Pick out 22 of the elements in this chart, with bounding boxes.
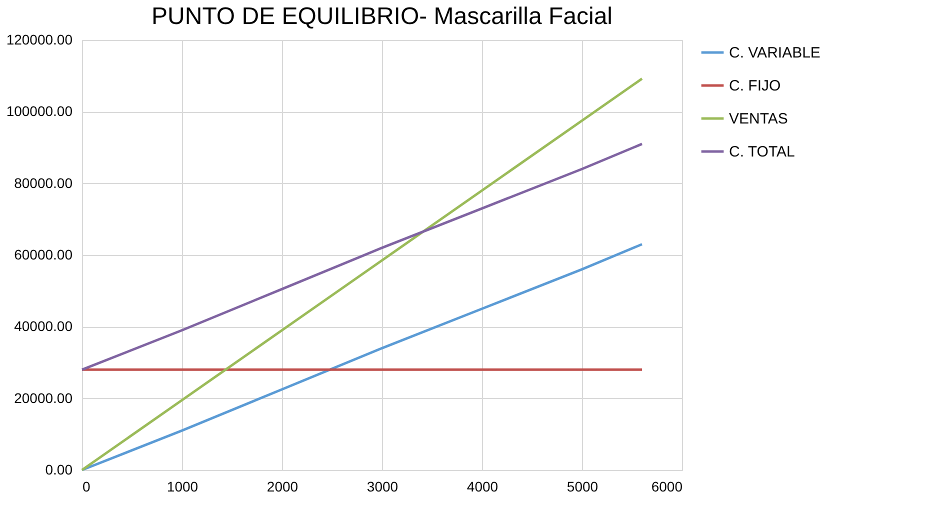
line-series (80, 77, 644, 472)
x-tick-label: 4000 (466, 478, 498, 494)
legend-label: C. FIJO (729, 78, 781, 94)
legend-label: C. VARIABLE (729, 44, 820, 62)
x-tick-label: 0 (82, 478, 90, 494)
line-series (80, 243, 644, 472)
legend-label: VENTAS (729, 110, 788, 128)
x-tick-label: 2000 (266, 478, 298, 494)
x-tick-label: 5000 (566, 478, 598, 494)
y-tick-label: 80000.00 (14, 174, 73, 191)
line-series (80, 142, 644, 371)
y-tick-label: 120000.00 (6, 32, 73, 48)
y-tick-label: 0.00 (45, 462, 73, 478)
y-tick-label: 100000.00 (6, 103, 73, 120)
y-tick-label: 40000.00 (14, 318, 73, 334)
y-tick-label: 20000.00 (14, 390, 73, 406)
x-tick-label: 1000 (166, 478, 198, 494)
x-tick-label: 3000 (366, 478, 398, 494)
y-tick-label: 60000.00 (14, 246, 73, 262)
legend-label: C. TOTAL (729, 144, 795, 160)
x-tick-label: 6000 (651, 478, 683, 494)
chart-title: PUNTO DE EQUILIBRIO- Mascarilla Facial (152, 3, 612, 30)
